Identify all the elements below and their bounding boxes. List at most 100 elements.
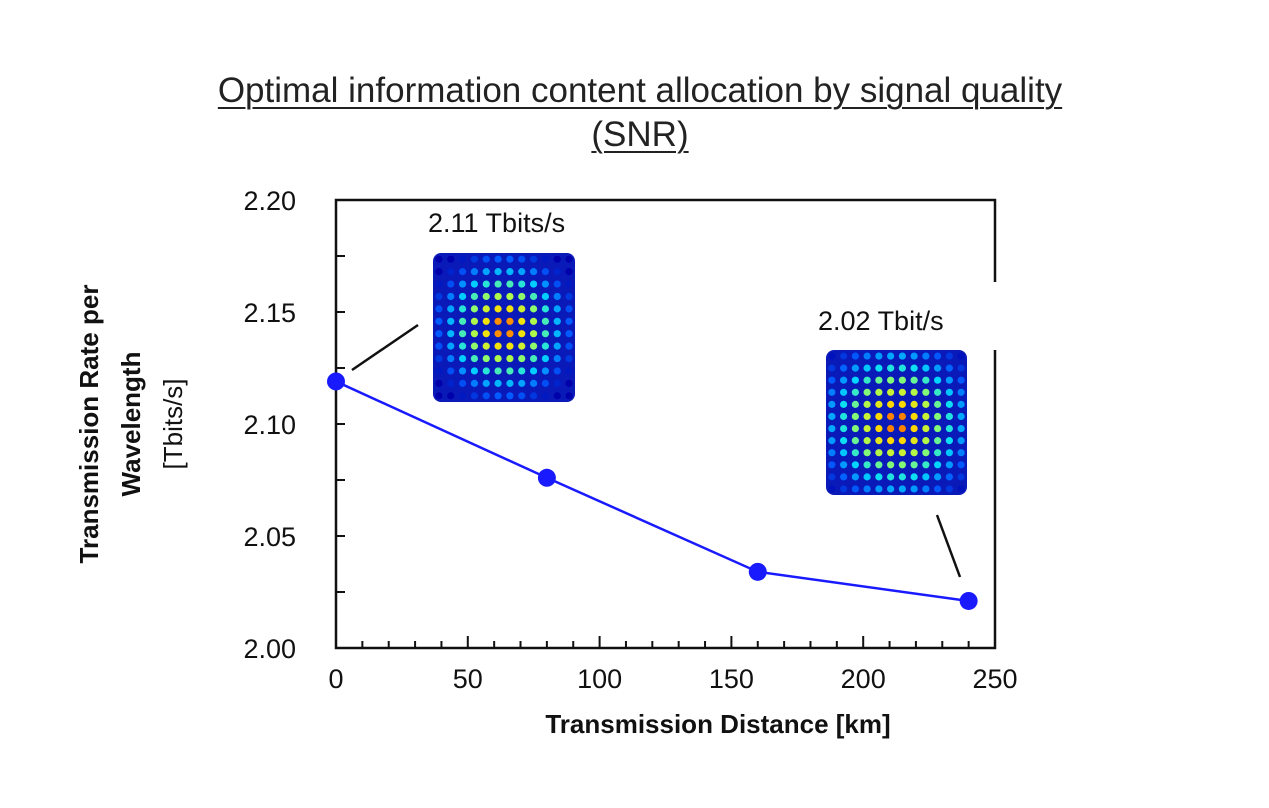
constellation-point	[482, 367, 490, 375]
constellation-point	[887, 485, 895, 493]
constellation-point	[840, 424, 848, 433]
constellation-point	[828, 400, 836, 408]
constellation-point	[898, 412, 906, 421]
constellation-point	[957, 388, 965, 396]
constellation-point	[898, 400, 906, 408]
constellation-point	[529, 330, 538, 338]
constellation-point	[934, 473, 942, 481]
constellation-point	[447, 354, 455, 363]
constellation-point	[863, 461, 871, 469]
constellation-point	[840, 412, 848, 421]
constellation-point	[458, 342, 467, 350]
constellation-point	[887, 412, 895, 421]
constellation-point	[828, 352, 836, 360]
constellation-point	[565, 280, 573, 288]
constellation-point	[506, 292, 514, 301]
constellation-point	[863, 424, 871, 433]
constellation-point	[840, 461, 848, 469]
constellation-point	[957, 437, 965, 445]
constellation-point	[494, 305, 502, 313]
constellation-point	[840, 473, 848, 481]
constellation-point	[957, 461, 965, 469]
chart-title-line1: Optimal information content allocation b…	[217, 71, 1063, 110]
constellation-point	[565, 255, 573, 263]
constellation-point	[828, 485, 836, 493]
constellation-point	[435, 367, 443, 375]
constellation-point	[506, 354, 514, 363]
constellation-point	[851, 473, 859, 481]
constellation-point	[518, 392, 526, 400]
constellation-point	[922, 473, 930, 481]
constellation-point	[851, 352, 859, 360]
constellation-point	[482, 292, 490, 301]
constellation-point	[529, 354, 538, 363]
constellation-point	[840, 400, 848, 408]
constellation-point	[470, 379, 479, 387]
constellation-point	[447, 292, 455, 301]
constellation-point	[851, 412, 859, 421]
constellation-point	[934, 449, 942, 457]
constellation-point	[898, 376, 906, 384]
constellation-point	[541, 330, 550, 338]
constellation-point	[887, 352, 895, 360]
constellation-point	[470, 367, 479, 375]
constellation-point	[518, 280, 526, 288]
constellation-point	[447, 280, 455, 288]
constellation-point	[565, 330, 573, 338]
constellation-point	[910, 376, 918, 384]
constellation-point	[934, 388, 942, 396]
constellation-point	[506, 268, 514, 276]
constellation-point	[541, 292, 550, 301]
constellation-point	[840, 376, 848, 384]
data-point	[537, 468, 556, 487]
constellation-point	[435, 379, 443, 387]
constellation-point	[910, 449, 918, 457]
constellation-point	[494, 392, 502, 400]
constellation-point	[840, 352, 848, 360]
constellation-point	[553, 255, 561, 263]
constellation-point	[957, 352, 965, 360]
constellation-point	[435, 342, 443, 350]
constellation-point	[887, 376, 895, 384]
constellation-point	[922, 461, 930, 469]
constellation-point	[447, 305, 455, 313]
y-tick-label: 2.05	[243, 522, 296, 552]
constellation-point	[840, 437, 848, 445]
constellation-point	[863, 364, 871, 372]
y-tick-label: 2.00	[243, 634, 296, 664]
x-tick-label: 250	[972, 664, 1017, 694]
x-tick-label: 0	[328, 664, 343, 694]
constellation-point	[945, 449, 953, 457]
constellation-point	[529, 317, 538, 325]
constellation-point	[945, 461, 953, 469]
constellation-point	[553, 317, 561, 325]
constellation-point	[887, 461, 895, 469]
constellation-point	[494, 280, 502, 288]
constellation-point	[863, 437, 871, 445]
constellation-point	[851, 376, 859, 384]
series-line	[335, 380, 969, 603]
constellation-point	[828, 364, 836, 372]
constellation-point	[506, 305, 514, 313]
y-tick-label: 2.15	[243, 298, 296, 328]
constellation-point	[482, 280, 490, 288]
constellation-point	[470, 342, 479, 350]
constellation-point	[910, 485, 918, 493]
constellation-point	[518, 354, 526, 363]
constellation-point	[863, 412, 871, 421]
constellation-point	[541, 255, 550, 263]
constellation-point	[458, 280, 467, 288]
constellation-point	[506, 392, 514, 400]
constellation-point	[934, 461, 942, 469]
constellation-point	[934, 400, 942, 408]
x-tick-label: 50	[453, 664, 483, 694]
constellation-point	[875, 364, 883, 372]
constellation-point	[875, 376, 883, 384]
constellation-point	[494, 354, 502, 363]
constellation-point	[565, 292, 573, 301]
constellation-point	[828, 473, 836, 481]
constellation-point	[494, 255, 502, 263]
constellation-point	[470, 317, 479, 325]
constellation-point	[506, 330, 514, 338]
constellation-point	[875, 400, 883, 408]
